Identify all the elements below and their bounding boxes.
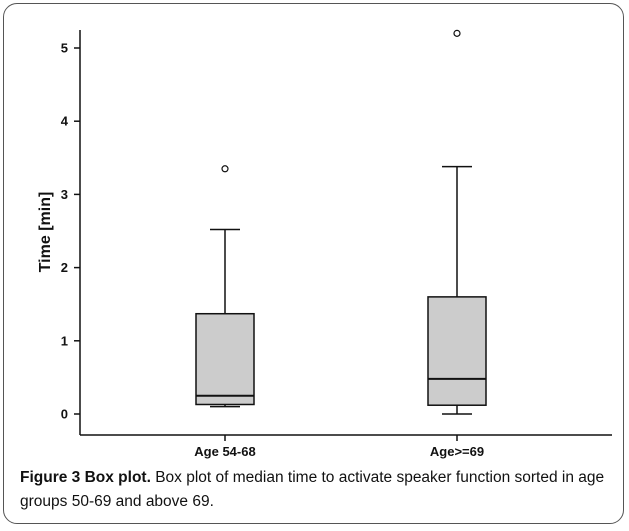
x-tick-label: Age>=69 — [430, 444, 484, 459]
box-plot: 0 1 2 3 4 5 Age 54-68 Age>=69 Time [min] — [37, 29, 612, 459]
y-tick-label: 0 — [61, 407, 68, 422]
x-tick-label: Age 54-68 — [194, 444, 255, 459]
figure-frame — [3, 3, 624, 524]
box-group — [195, 165, 255, 408]
y-axis-label: Time [min] — [37, 192, 54, 273]
caption-label: Figure 3 Box plot. — [20, 469, 151, 486]
figure-caption: Figure 3 Box plot. Box plot of median ti… — [20, 466, 610, 514]
axes — [79, 30, 612, 436]
boxes — [195, 29, 487, 415]
y-ticks: 0 1 2 3 4 5 — [61, 41, 80, 422]
outlier-point — [453, 29, 461, 37]
caption-text: Box plot of median time to activate spea… — [20, 469, 605, 510]
y-tick-label: 4 — [61, 114, 69, 129]
box-group — [427, 29, 487, 415]
iqr-box — [195, 312, 255, 406]
y-tick-label: 1 — [61, 333, 68, 348]
y-tick-label: 2 — [61, 260, 68, 275]
y-tick-label: 5 — [61, 41, 68, 56]
x-ticks: Age 54-68 Age>=69 — [194, 435, 484, 459]
outlier-point — [221, 165, 229, 173]
y-tick-label: 3 — [61, 187, 68, 202]
iqr-box — [427, 296, 487, 406]
